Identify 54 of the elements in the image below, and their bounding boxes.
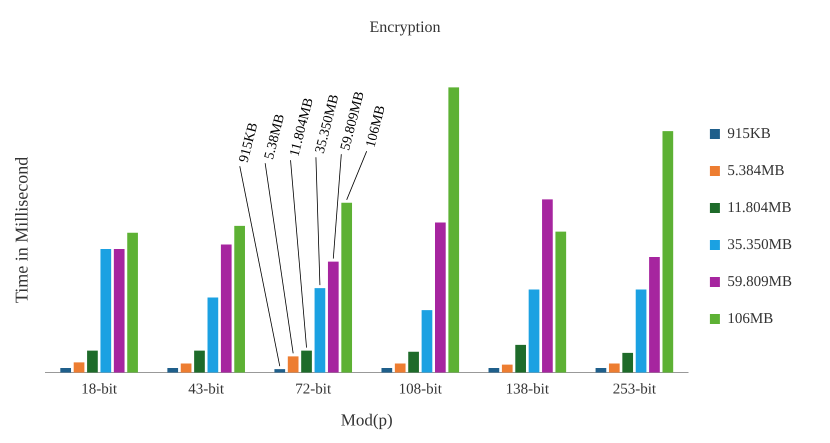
bar (408, 352, 419, 373)
bar (394, 363, 406, 373)
x-tick-label: 108-bit (398, 382, 443, 398)
bar (274, 369, 286, 373)
annotation: 915KB (236, 121, 262, 164)
legend-label: 915KB (727, 126, 771, 142)
bar (636, 290, 646, 373)
bar (515, 344, 526, 373)
bar (180, 363, 192, 373)
bar (208, 298, 218, 373)
bar (381, 368, 392, 373)
legend-label: 5.384MB (727, 162, 784, 179)
bar (542, 199, 553, 373)
bar (234, 226, 245, 373)
bar (448, 87, 460, 373)
legend-label: 35.350MB (727, 236, 792, 253)
bar (328, 262, 339, 373)
x-axis-title: Mod(p) (340, 410, 393, 430)
bar (502, 364, 513, 373)
bar (114, 249, 125, 373)
annotation: 5.38MB (262, 112, 288, 162)
bar (74, 362, 84, 373)
y-axis-title: Time in Millisecond (12, 156, 32, 304)
bar (662, 131, 674, 373)
bar (622, 352, 634, 373)
bar (87, 350, 98, 373)
legend-label: 106MB (727, 310, 774, 327)
x-tick-label: 72-bit (295, 382, 332, 398)
bar (314, 288, 326, 373)
bar (488, 368, 500, 373)
bar (596, 368, 606, 373)
bar (341, 202, 352, 373)
bar (60, 368, 72, 373)
bar (288, 356, 299, 373)
bar (194, 350, 205, 373)
bar (555, 232, 566, 373)
bar (301, 350, 312, 373)
bar (649, 257, 660, 373)
bar (435, 222, 446, 373)
bar (528, 290, 540, 373)
x-tick-label: 138-bit (506, 382, 550, 398)
bar (608, 363, 620, 373)
annotation: 106MB (364, 104, 389, 150)
legend-label: 59.809MB (727, 274, 792, 290)
x-tick-label: 253-bit (612, 382, 657, 398)
bar (167, 368, 178, 373)
chart-title: Encryption (369, 18, 441, 36)
bar (100, 249, 112, 373)
bar (220, 244, 232, 373)
bar (422, 310, 432, 373)
x-tick-label: 43-bit (188, 382, 225, 398)
x-tick-label: 18-bit (81, 382, 118, 398)
bar (127, 232, 138, 373)
legend-label: 11.804MB (727, 200, 792, 216)
